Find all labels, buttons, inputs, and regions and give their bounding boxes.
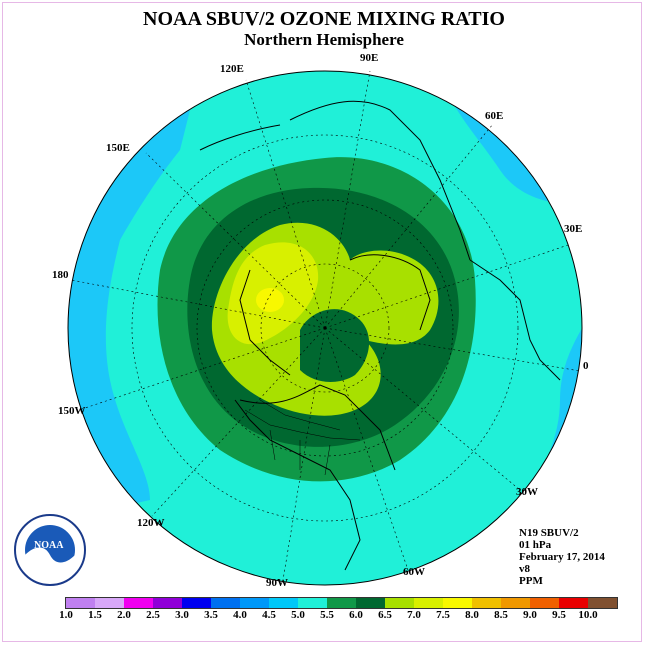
colorbar-tick-label: 5.0: [291, 609, 305, 621]
colorbar-tick-label: 1.5: [88, 609, 102, 621]
colorbar-swatch: [327, 598, 356, 608]
lon-label-90e: 90E: [360, 52, 379, 64]
lon-label-0: 0: [583, 360, 589, 372]
colorbar-tick-label: 8.0: [465, 609, 479, 621]
colorbar-swatch: [356, 598, 385, 608]
colorbar-swatch: [124, 598, 153, 608]
colorbar-tick-label: 9.0: [523, 609, 537, 621]
lon-label-180: 180: [52, 269, 69, 281]
info-satellite: N19 SBUV/2: [519, 527, 579, 539]
colorbar-swatch: [211, 598, 240, 608]
colorbar-swatch: [298, 598, 327, 608]
colorbar-swatch: [443, 598, 472, 608]
lon-label-90w: 90W: [266, 577, 288, 589]
colorbar-swatch: [385, 598, 414, 608]
band-5-5-to-6-0-inner: [300, 309, 370, 382]
colorbar-swatch: [95, 598, 124, 608]
colorbar-tick-label: 6.5: [378, 609, 392, 621]
colorbar-tick-label: 2.5: [146, 609, 160, 621]
noaa-logo: [14, 514, 86, 586]
colorbar-swatch: [472, 598, 501, 608]
band-7-0-to-7-5: [256, 288, 284, 312]
lon-label-30w: 30W: [516, 486, 538, 498]
colorbar-tick-label: 7.0: [407, 609, 421, 621]
colorbar-swatch: [501, 598, 530, 608]
lon-label-120e: 120E: [220, 63, 244, 75]
colorbar-swatch: [414, 598, 443, 608]
info-date: February 17, 2014: [519, 551, 605, 563]
map-subtitle: Northern Hemisphere: [244, 30, 404, 49]
info-block: N19 SBUV/2 01 hPa February 17, 2014 v8 P…: [519, 527, 605, 587]
info-units: PPM: [519, 575, 543, 587]
colorbar-tick-label: 2.0: [117, 609, 131, 621]
colorbar-swatch: [588, 598, 617, 608]
colorbar-swatch: [559, 598, 588, 608]
coastlines: [199, 100, 561, 571]
colorbar-swatch: [66, 598, 95, 608]
colorbar-swatch: [530, 598, 559, 608]
map-title: NOAA SBUV/2 OZONE MIXING RATIO: [143, 8, 505, 30]
lon-label-150e: 150E: [106, 142, 130, 154]
colorbar-tick-label: 9.5: [552, 609, 566, 621]
colorbar-tick-label: 4.0: [233, 609, 247, 621]
noaa-logo-text: NOAA: [34, 540, 64, 551]
colorbar-tick-label: 7.5: [436, 609, 450, 621]
lon-label-30e: 30E: [564, 223, 583, 235]
colorbar-tick-label: 3.5: [204, 609, 218, 621]
colorbar: [65, 597, 618, 609]
lon-label-150w: 150W: [58, 405, 86, 417]
lon-label-60e: 60E: [485, 110, 504, 122]
colorbar-swatch: [182, 598, 211, 608]
colorbar-tick-label: 8.5: [494, 609, 508, 621]
colorbar-tick-label: 4.5: [262, 609, 276, 621]
lon-label-60w: 60W: [403, 566, 425, 578]
info-version: v8: [519, 563, 530, 575]
graticule: [70, 70, 581, 581]
colorbar-tick-label: 1.0: [59, 609, 73, 621]
colorbar-tick-label: 10.0: [578, 609, 598, 621]
lon-label-120w: 120W: [137, 517, 165, 529]
colorbar-swatch: [269, 598, 298, 608]
political-boundaries: [244, 399, 361, 476]
map-boundary: [67, 70, 583, 586]
colorbar-tick-label: 3.0: [175, 609, 189, 621]
colorbar-swatch: [153, 598, 182, 608]
colorbar-tick-label: 6.0: [349, 609, 363, 621]
colorbar-tick-label: 5.5: [320, 609, 334, 621]
colorbar-swatch: [240, 598, 269, 608]
info-level: 01 hPa: [519, 539, 552, 551]
